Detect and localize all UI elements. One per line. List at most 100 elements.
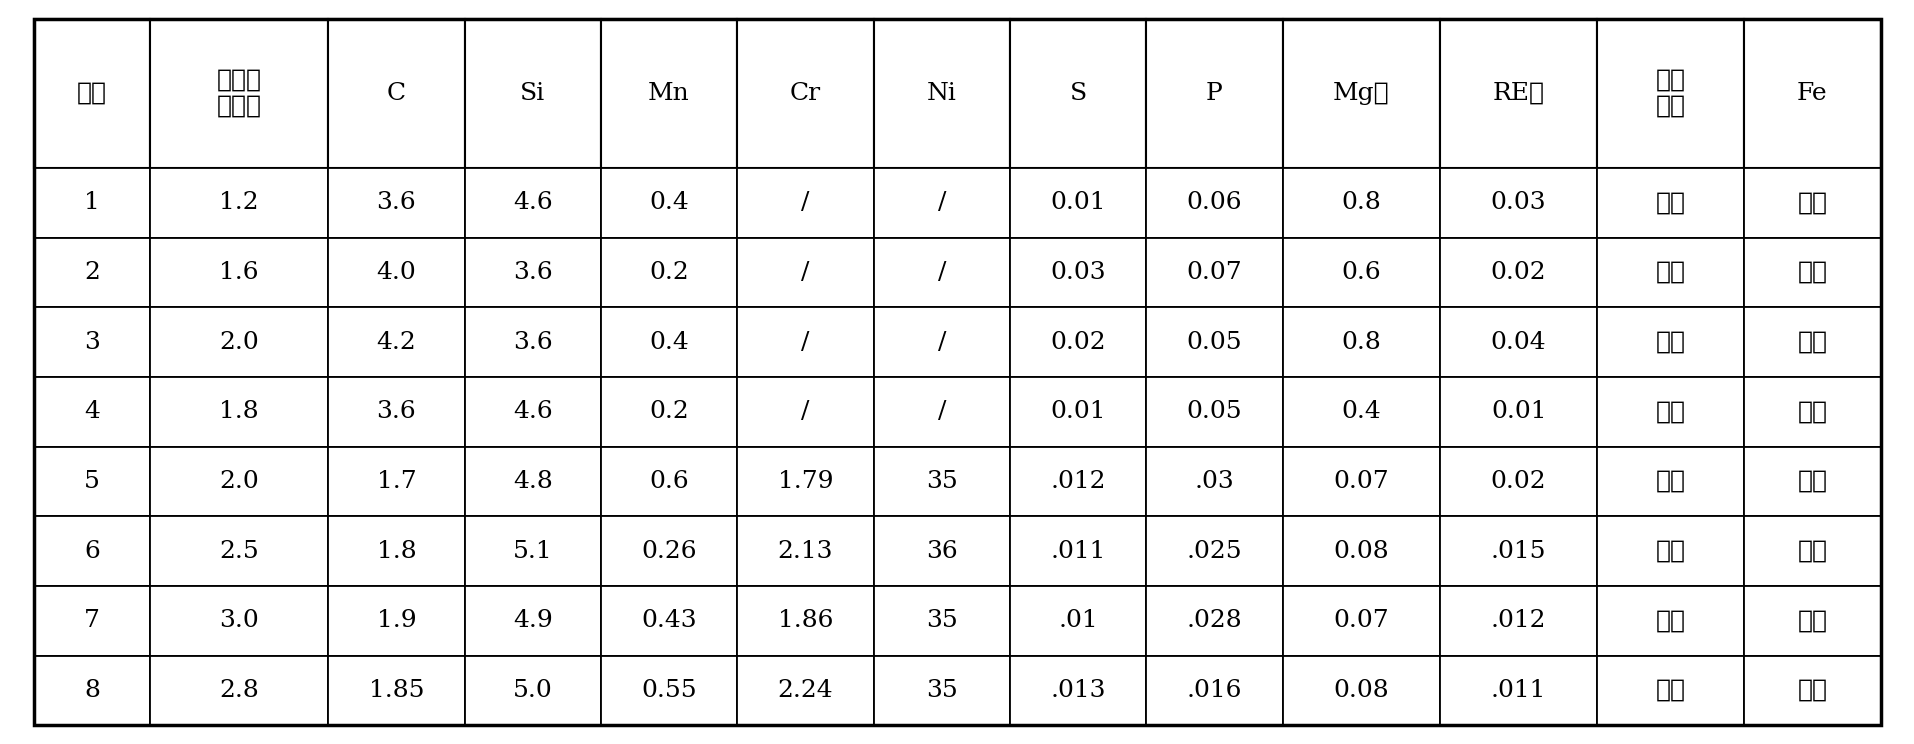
Text: 痕量: 痕量 — [1656, 261, 1684, 284]
Text: 4: 4 — [84, 400, 100, 423]
Bar — [737, 19, 873, 168]
Text: 1.2: 1.2 — [218, 191, 258, 214]
Bar — [149, 446, 327, 516]
Bar — [327, 19, 465, 168]
Bar — [34, 377, 149, 446]
Text: 2.13: 2.13 — [777, 539, 833, 562]
Text: 6: 6 — [84, 539, 100, 562]
Text: /: / — [800, 330, 810, 353]
Bar — [1596, 655, 1744, 725]
Bar — [873, 586, 1009, 655]
Text: 5.1: 5.1 — [513, 539, 553, 562]
Text: 0.02: 0.02 — [1491, 261, 1547, 284]
Bar — [601, 377, 737, 446]
Bar — [873, 237, 1009, 307]
Bar — [1009, 377, 1146, 446]
Text: Si: Si — [521, 82, 545, 105]
Text: .01: .01 — [1058, 609, 1097, 632]
Bar — [1596, 237, 1744, 307]
Text: RE残: RE残 — [1491, 82, 1545, 105]
Text: 痕量: 痕量 — [1656, 400, 1684, 423]
Text: 5: 5 — [84, 470, 100, 493]
Text: .016: .016 — [1187, 679, 1242, 702]
Bar — [1439, 307, 1596, 377]
Text: 痕量: 痕量 — [1656, 679, 1684, 702]
Text: 2.0: 2.0 — [218, 330, 258, 353]
Bar — [1596, 307, 1744, 377]
Bar — [34, 19, 149, 168]
Text: 1.9: 1.9 — [377, 609, 415, 632]
Bar — [1146, 168, 1282, 237]
Bar — [1596, 446, 1744, 516]
Text: /: / — [938, 400, 946, 423]
Text: /: / — [938, 191, 946, 214]
Text: /: / — [938, 261, 946, 284]
Bar — [327, 655, 465, 725]
Text: 0.05: 0.05 — [1187, 400, 1242, 423]
Bar — [1146, 377, 1282, 446]
Bar — [327, 446, 465, 516]
Bar — [1146, 446, 1282, 516]
Bar — [737, 446, 873, 516]
Text: 4.0: 4.0 — [377, 261, 415, 284]
Bar — [1009, 307, 1146, 377]
Text: 8: 8 — [84, 679, 100, 702]
Text: 2.0: 2.0 — [218, 470, 258, 493]
Text: .013: .013 — [1049, 679, 1104, 702]
Bar — [1146, 516, 1282, 586]
Bar — [465, 307, 601, 377]
Text: 余量: 余量 — [1797, 609, 1826, 632]
Text: 35: 35 — [924, 470, 957, 493]
Bar — [327, 516, 465, 586]
Text: Mg残: Mg残 — [1332, 82, 1390, 105]
Text: 0.03: 0.03 — [1049, 261, 1106, 284]
Text: 1.85: 1.85 — [367, 679, 423, 702]
Text: .015: .015 — [1491, 539, 1547, 562]
Text: 4.6: 4.6 — [513, 191, 553, 214]
Bar — [1439, 655, 1596, 725]
Text: 0.07: 0.07 — [1187, 261, 1242, 284]
Text: 余量: 余量 — [1797, 261, 1826, 284]
Bar — [601, 19, 737, 168]
Text: 2.8: 2.8 — [218, 679, 258, 702]
Bar — [1282, 19, 1439, 168]
Text: 7: 7 — [84, 609, 100, 632]
Text: 3.6: 3.6 — [377, 191, 415, 214]
Bar — [1146, 586, 1282, 655]
Text: /: / — [800, 400, 810, 423]
Text: 1.79: 1.79 — [777, 470, 833, 493]
Bar — [737, 168, 873, 237]
Bar — [1439, 446, 1596, 516]
Bar — [1009, 168, 1146, 237]
Text: .025: .025 — [1187, 539, 1242, 562]
Bar — [1439, 237, 1596, 307]
Text: Ni: Ni — [926, 82, 957, 105]
Text: 痕量: 痕量 — [1656, 191, 1684, 214]
Text: 0.2: 0.2 — [649, 261, 689, 284]
Text: 余量: 余量 — [1797, 191, 1826, 214]
Bar — [1009, 655, 1146, 725]
Text: 余量: 余量 — [1797, 679, 1826, 702]
Text: 痕量: 痕量 — [1656, 470, 1684, 493]
Text: 球化剂
加入量: 球化剂 加入量 — [216, 68, 262, 118]
Text: 0.8: 0.8 — [1340, 330, 1380, 353]
Text: 1.8: 1.8 — [377, 539, 415, 562]
Bar — [149, 655, 327, 725]
Bar — [1744, 237, 1880, 307]
Text: 0.01: 0.01 — [1491, 400, 1547, 423]
Text: 0.01: 0.01 — [1049, 191, 1104, 214]
Text: 0.06: 0.06 — [1187, 191, 1242, 214]
Bar — [1439, 168, 1596, 237]
Text: 1.8: 1.8 — [218, 400, 258, 423]
Bar — [1282, 377, 1439, 446]
Text: 4.8: 4.8 — [513, 470, 553, 493]
Bar — [327, 377, 465, 446]
Bar — [34, 516, 149, 586]
Text: /: / — [938, 330, 946, 353]
Text: 1.7: 1.7 — [377, 470, 415, 493]
Bar — [465, 446, 601, 516]
Text: 痕量: 痕量 — [1656, 539, 1684, 562]
Text: 0.6: 0.6 — [649, 470, 689, 493]
Text: 35: 35 — [924, 609, 957, 632]
Text: 0.03: 0.03 — [1491, 191, 1547, 214]
